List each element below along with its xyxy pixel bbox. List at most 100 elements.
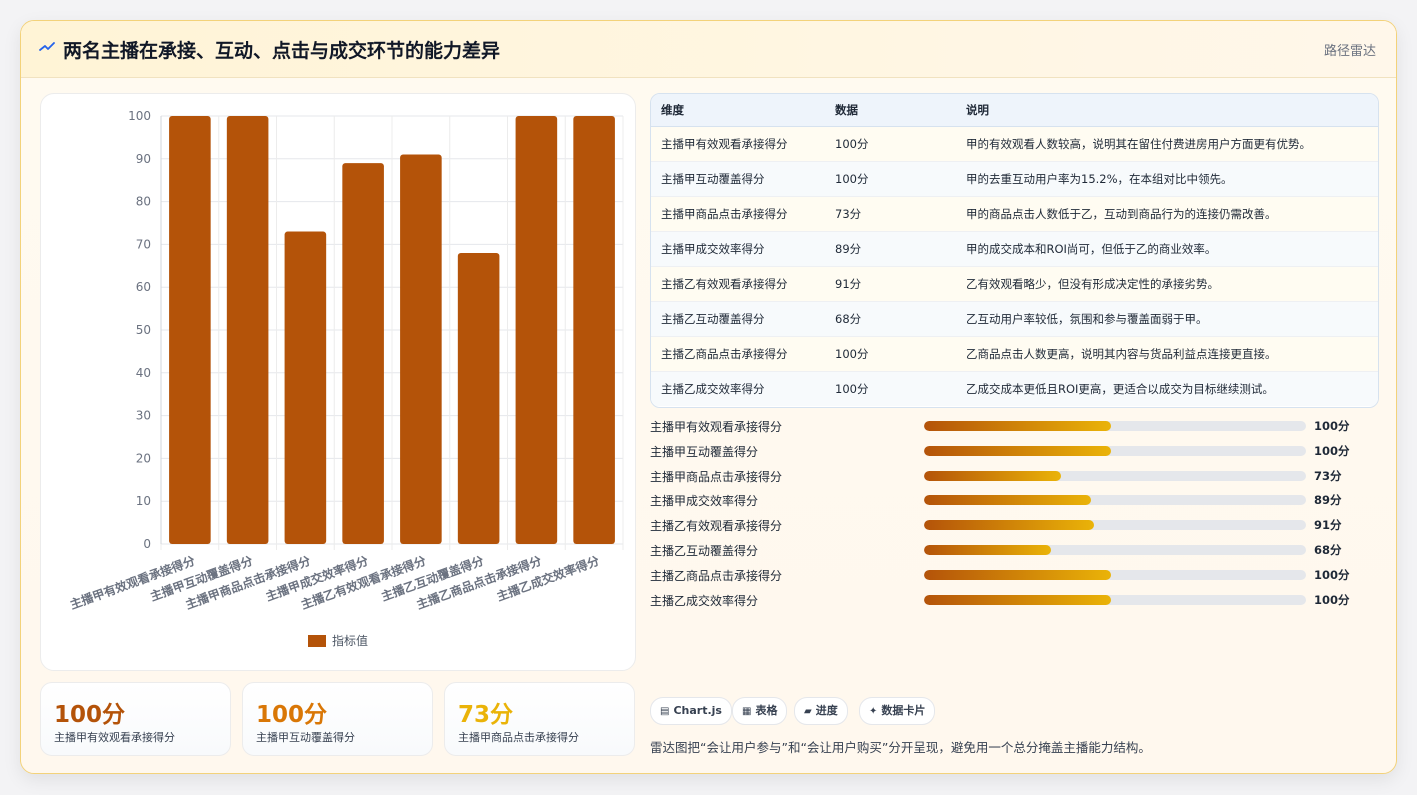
- table-cell: 主播甲互动覆盖得分: [651, 161, 825, 197]
- y-tick-label: 40: [136, 366, 151, 380]
- table-cell: 91分: [825, 266, 956, 302]
- table-cell: 乙成交成本更低且ROI更高，更适合以成交为目标继续测试。: [956, 371, 1378, 406]
- table-header-row: 维度 数据 说明: [651, 94, 1378, 127]
- table-row: 主播乙商品点击承接得分 100分 乙商品点击人数更高，说明其内容与货品利益点连接更直…: [651, 336, 1378, 372]
- progress-track: [924, 470, 1306, 481]
- table-cell: 主播乙互动覆盖得分: [651, 301, 825, 337]
- table-row: 主播乙成交效率得分 100分 乙成交成本更低且ROI更高，更适合以成交为目标继续测试…: [651, 371, 1378, 406]
- table-cell: 甲的成交成本和ROI尚可，但低于乙的商业效率。: [956, 231, 1378, 267]
- progress-label: 主播乙商品点击承接得分: [650, 568, 783, 583]
- table-cell: 73分: [825, 196, 956, 232]
- table-cell: 主播甲成交效率得分: [651, 231, 825, 267]
- table-cell: 主播乙成交效率得分: [651, 371, 825, 406]
- header-tag: 路径雷达: [1323, 44, 1376, 59]
- bar-chart[interactable]: 0102030405060708090100主播甲有效观看承接得分主播甲互动覆盖…: [41, 94, 635, 670]
- progress-track: [924, 520, 1306, 531]
- progress-value: 100分: [1314, 419, 1350, 433]
- table-row: 主播甲成交效率得分 89分 甲的成交成本和ROI尚可，但低于乙的商业效率。: [651, 231, 1378, 267]
- kpi-value: 100分: [256, 702, 328, 728]
- y-tick-label: 30: [136, 409, 151, 423]
- progress-label: 主播乙互动覆盖得分: [650, 544, 759, 558]
- y-tick-label: 10: [136, 494, 151, 508]
- progress-label: 主播乙有效观看承接得分: [650, 519, 783, 534]
- table-cell: 乙有效观看略少，但没有形成决定性的承接劣势。: [956, 266, 1378, 302]
- progress-row: 主播乙商品点击承接得分 100分: [650, 565, 1377, 585]
- bar[interactable]: [573, 116, 615, 544]
- progress-row: 主播甲成交效率得分 89分: [650, 490, 1377, 510]
- page-title: 两名主播在承接、互动、点击与成交环节的能力差异: [63, 40, 501, 62]
- y-tick-label: 70: [136, 237, 151, 251]
- progress-fill: [924, 569, 1112, 580]
- progress-value: 91分: [1314, 518, 1342, 533]
- progress-row: 主播乙互动覆盖得分 68分: [650, 540, 1377, 560]
- bar[interactable]: [457, 252, 500, 544]
- progress-track: [924, 445, 1306, 456]
- progress-track: [924, 594, 1306, 605]
- column-header: 维度: [651, 94, 825, 127]
- sparkle-icon: ✦: [869, 706, 878, 717]
- progress-track: [924, 421, 1306, 431]
- chip-table[interactable]: ▦ 表格: [732, 697, 788, 725]
- table-cell: 100分: [825, 371, 956, 406]
- table-row: 主播甲有效观看承接得分 100分 甲的有效观看人数较高，说明其在留住付费进房用户方面…: [651, 126, 1378, 162]
- progress-value: 68分: [1314, 543, 1342, 557]
- zigzag-icon: [39, 42, 55, 51]
- progress-fill: [924, 495, 1091, 506]
- table-row: 主播甲商品点击承接得分 73分 甲的商品点击人数低于乙，互动到商品行为的连接仍需改善…: [651, 196, 1378, 232]
- progress-label: 主播甲互动覆盖得分: [650, 444, 759, 459]
- chip-label: 数据卡片: [881, 704, 926, 717]
- table-cell: 100分: [825, 336, 956, 372]
- bar[interactable]: [515, 116, 558, 544]
- kpi-label: 主播甲有效观看承接得分: [54, 731, 175, 744]
- progress-track: [924, 495, 1306, 506]
- y-tick-label: 90: [136, 152, 151, 166]
- legend-swatch[interactable]: [308, 635, 326, 647]
- table-cell: 主播乙商品点击承接得分: [651, 336, 825, 372]
- column-header: 说明: [956, 94, 1378, 127]
- progress-row: 主播乙有效观看承接得分 91分: [650, 515, 1377, 535]
- bar[interactable]: [169, 116, 211, 544]
- table-cell: 100分: [825, 126, 956, 162]
- kpi-card: 100分 主播甲互动覆盖得分: [242, 682, 433, 756]
- progress-value: 100分: [1314, 443, 1350, 458]
- table-cell: 主播乙有效观看承接得分: [651, 266, 825, 302]
- progress-value: 100分: [1314, 567, 1350, 582]
- chip-data-card[interactable]: ✦ 数据卡片: [859, 697, 936, 725]
- table-cell: 89分: [825, 231, 956, 267]
- progress-value: 89分: [1314, 493, 1342, 508]
- chip-label: 表格: [755, 704, 778, 717]
- y-tick-label: 60: [136, 280, 151, 294]
- table-cell: 主播甲商品点击承接得分: [651, 196, 825, 232]
- bar[interactable]: [226, 116, 269, 544]
- table-cell: 甲的商品点击人数低于乙，互动到商品行为的连接仍需改善。: [956, 196, 1378, 232]
- chip-label: Chart.js: [673, 704, 722, 717]
- progress-label: 主播甲有效观看承接得分: [650, 420, 783, 434]
- legend-label[interactable]: 指标值: [332, 633, 368, 648]
- progress-fill: [924, 545, 1052, 555]
- progress-fill: [924, 445, 1112, 456]
- bar-chart-panel: 0 10 20 30 40 50 60 70 80 90 100 主播甲有效观看承接得分 主播甲互动覆盖…: [40, 93, 636, 671]
- bar[interactable]: [342, 163, 384, 544]
- data-table: 维度 数据 说明 主播甲有效观看承接得分 100分 甲的有效观看人数较高，说明其在留…: [650, 93, 1379, 408]
- table-cell: 100分: [825, 161, 956, 197]
- kpi-value: 100分: [54, 702, 126, 728]
- kpi-card: 100分 主播甲有效观看承接得分: [40, 682, 231, 756]
- chart-icon: ▤: [660, 706, 670, 717]
- table-cell: 68分: [825, 301, 956, 337]
- bar[interactable]: [400, 154, 442, 544]
- chip-chartjs[interactable]: ▤ Chart.js: [650, 697, 732, 725]
- kpi-label: 主播甲商品点击承接得分: [458, 731, 579, 744]
- progress-icon: ▰: [804, 706, 812, 717]
- chip-progress[interactable]: ▰ 进度: [794, 697, 848, 725]
- y-tick-label: 20: [136, 451, 151, 465]
- table-row: 主播甲互动覆盖得分 100分 甲的去重互动用户率为15.2%，在本组对比中领先。: [651, 161, 1378, 197]
- bar[interactable]: [284, 231, 327, 544]
- column-header: 数据: [825, 94, 956, 127]
- kpi-value: 73分: [458, 702, 514, 728]
- table-cell: 甲的去重互动用户率为15.2%，在本组对比中领先。: [956, 161, 1378, 197]
- progress-value: 100分: [1314, 592, 1350, 607]
- progress-track: [924, 545, 1306, 555]
- table-icon: ▦: [742, 706, 752, 717]
- table-cell: 乙商品点击人数更高，说明其内容与货品利益点连接更直接。: [956, 336, 1378, 372]
- progress-label: 主播甲商品点击承接得分: [650, 469, 783, 484]
